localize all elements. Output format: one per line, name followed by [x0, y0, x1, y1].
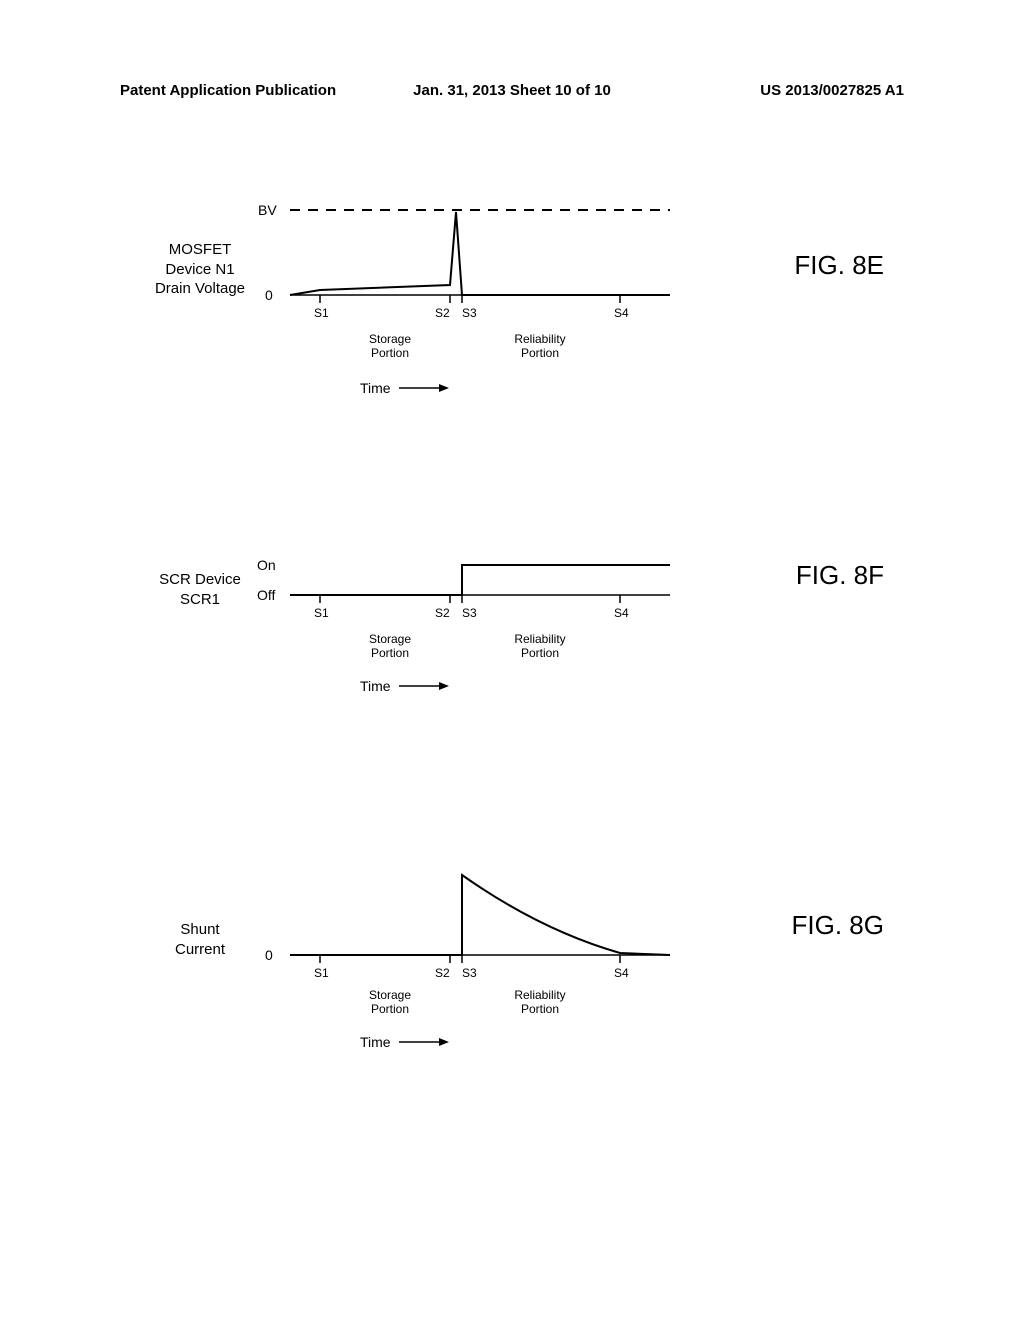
- fig8f-off-label: Off: [257, 587, 275, 603]
- fig8e-reliability-portion: Reliability Portion: [505, 332, 575, 361]
- fig8e-bv-label: BV: [258, 202, 277, 218]
- fig8g-s3: S3: [462, 966, 477, 980]
- header-center-text: Jan. 31, 2013 Sheet 10 of 10: [381, 82, 642, 99]
- fig8f-storage-portion: Storage Portion: [355, 632, 425, 661]
- fig8f-s1: S1: [314, 606, 329, 620]
- fig8e-s4: S4: [614, 306, 629, 320]
- header-right-text: US 2013/0027825 A1: [643, 82, 904, 99]
- fig8e-zero-label: 0: [265, 287, 273, 303]
- fig8f-ylabel: SCR Device SCR1: [130, 570, 270, 609]
- fig8e-time-label: Time: [360, 380, 391, 396]
- fig8e-storage-portion: Storage Portion: [355, 332, 425, 361]
- fig8f-time-label: Time: [360, 678, 391, 694]
- fig8e-s1: S1: [314, 306, 329, 320]
- fig8e-s2: S2: [435, 306, 450, 320]
- page-header: Patent Application Publication Jan. 31, …: [0, 82, 1024, 99]
- fig8f-s4: S4: [614, 606, 629, 620]
- fig8e-ylabel: MOSFET Device N1 Drain Voltage: [130, 240, 270, 299]
- fig8f-chart: On Off S1 S2 S3 S4 Storage Portion Relia…: [280, 540, 680, 720]
- fig8g-time-arrow: Time: [360, 1034, 449, 1050]
- fig8g-time-label: Time: [360, 1034, 391, 1050]
- header-left-text: Patent Application Publication: [120, 82, 381, 99]
- fig8e-ylabel-text: MOSFET Device N1 Drain Voltage: [155, 241, 245, 297]
- fig8e-s3: S3: [462, 306, 477, 320]
- fig8f-on-label: On: [257, 557, 276, 573]
- fig8e-time-arrow: Time: [360, 380, 449, 396]
- arrow-icon: [399, 681, 449, 691]
- fig8e-curve: [290, 212, 670, 295]
- fig8g-reliability-portion: Reliability Portion: [505, 988, 575, 1017]
- fig8g-title: FIG. 8G: [792, 910, 884, 941]
- fig8g-s4: S4: [614, 966, 629, 980]
- fig8f-curve: [290, 565, 670, 595]
- fig8f-ylabel-text: SCR Device SCR1: [159, 571, 241, 608]
- fig8f-reliability-portion: Reliability Portion: [505, 632, 575, 661]
- fig8g-s1: S1: [314, 966, 329, 980]
- fig8g-ylabel: Shunt Current: [130, 920, 270, 959]
- fig8g-chart: 0 S1 S2 S3 S4 Storage Portion Reliabilit…: [280, 860, 680, 1040]
- fig8f-time-arrow: Time: [360, 678, 449, 694]
- fig8g-curve: [290, 875, 670, 955]
- fig8g-zero-label: 0: [265, 947, 273, 963]
- fig8g-s2: S2: [435, 966, 450, 980]
- fig8e-title: FIG. 8E: [794, 250, 884, 281]
- arrow-icon: [399, 1037, 449, 1047]
- arrow-icon: [399, 383, 449, 393]
- fig8f-title: FIG. 8F: [796, 560, 884, 591]
- fig8f-s3: S3: [462, 606, 477, 620]
- fig8e-chart: BV 0 S1 S2 S3 S4 Storage Portion Reliabi…: [280, 200, 680, 380]
- fig8g-storage-portion: Storage Portion: [355, 988, 425, 1017]
- fig8f-s2: S2: [435, 606, 450, 620]
- fig8g-ylabel-text: Shunt Current: [175, 921, 225, 958]
